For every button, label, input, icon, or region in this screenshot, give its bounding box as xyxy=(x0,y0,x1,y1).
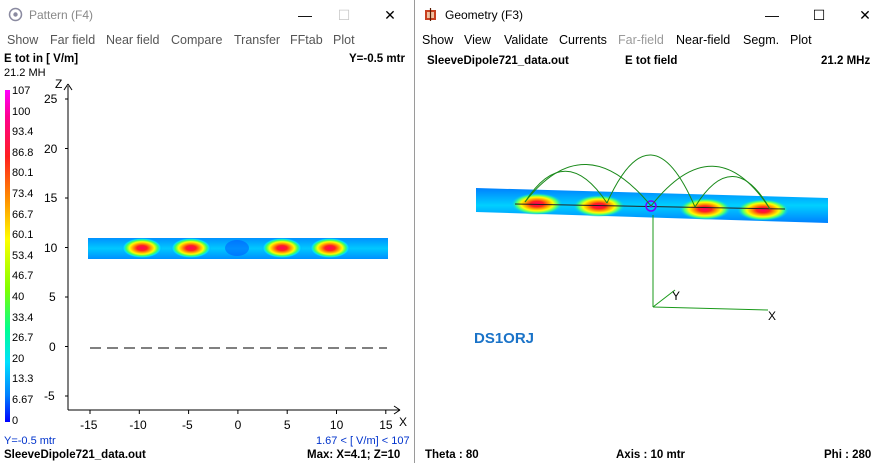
frequency-label: 21.2 MH xyxy=(4,67,46,79)
menu-plot[interactable]: Plot xyxy=(333,33,355,47)
frequency-label: 21.2 MHz xyxy=(821,55,871,67)
footer-y-position: Y=-0.5 mtr xyxy=(4,435,56,447)
near-field-plot xyxy=(5,83,401,422)
app-icon xyxy=(425,8,436,21)
scale-value: 107 xyxy=(12,85,31,97)
pattern-window: Pattern (F4) — ☐ ✕ Show Far field Near f… xyxy=(0,0,412,463)
scale-value: 73.4 xyxy=(12,188,34,200)
close-button[interactable]: ✕ xyxy=(384,6,396,23)
menu-segm[interactable]: Segm. xyxy=(743,33,780,47)
z-tick-label: 25 xyxy=(44,92,58,106)
callsign: DS1ORJ xyxy=(474,330,535,347)
window-title: Geometry (F3) xyxy=(445,8,524,22)
window-title: Pattern (F4) xyxy=(29,8,94,22)
menu-near-field[interactable]: Near-field xyxy=(676,33,731,47)
file-name: SleeveDipole721_data.out xyxy=(427,55,569,67)
close-button[interactable]: ✕ xyxy=(859,6,871,23)
axis-length-label: Axis : 10 mtr xyxy=(616,449,686,461)
x-tick-label: 10 xyxy=(329,418,344,432)
x-tick-label: 15 xyxy=(379,418,393,432)
y-axis-label: Y xyxy=(672,289,681,303)
z-axis-label: Z xyxy=(55,77,63,91)
x-tick-marks xyxy=(89,410,387,414)
menu-validate[interactable]: Validate xyxy=(504,33,549,47)
scale-value: 60.1 xyxy=(12,229,34,242)
z-tick-marks xyxy=(65,98,68,397)
current-distribution xyxy=(524,154,771,210)
geometry-window: Geometry (F3) — ☐ ✕ Show View Validate C… xyxy=(414,0,889,463)
footer-max: Max: X=4.1; Z=10 xyxy=(307,449,401,461)
scale-value: 53.4 xyxy=(12,249,34,262)
axis-triad xyxy=(652,215,769,311)
z-tick-label: 15 xyxy=(44,191,58,205)
scale-value: 26.7 xyxy=(12,332,34,345)
pattern-titlebar[interactable]: Pattern (F4) — ☐ ✕ xyxy=(0,0,412,30)
scale-value: 0 xyxy=(12,414,19,427)
z-tick-label: -5 xyxy=(44,389,55,403)
menu-show[interactable]: Show xyxy=(7,33,39,47)
scale-value: 13.3 xyxy=(12,373,34,386)
minimize-button[interactable]: — xyxy=(765,7,779,23)
scale-value: 20 xyxy=(12,352,25,365)
scale-value: 66.7 xyxy=(12,208,34,221)
menu-show[interactable]: Show xyxy=(422,33,454,47)
scale-value: 86.8 xyxy=(12,146,34,159)
maximize-button[interactable]: ☐ xyxy=(337,6,351,23)
minimize-button[interactable]: — xyxy=(298,7,312,23)
z-tick-label: 0 xyxy=(49,339,56,354)
menu-bar: Show View Validate Currents Far-field Ne… xyxy=(415,30,889,51)
scale-value: 80.1 xyxy=(12,167,34,180)
phi-label: Phi : 280 xyxy=(824,449,872,461)
scale-value: 33.4 xyxy=(12,311,34,324)
field-band xyxy=(88,238,388,259)
maximize-button[interactable]: ☐ xyxy=(812,6,826,23)
geometry-titlebar[interactable]: Geometry (F3) — ☐ ✕ xyxy=(415,0,889,30)
scale-value: 40 xyxy=(12,291,25,303)
field-heading: E tot in [ V/m] xyxy=(4,53,79,65)
x-tick-label: -15 xyxy=(80,418,98,432)
x-tick-label: 5 xyxy=(283,418,291,432)
menu-plot[interactable]: Plot xyxy=(790,33,812,47)
x-axis xyxy=(68,405,401,415)
x-axis-label: X xyxy=(399,415,408,429)
menu-far-field[interactable]: Far field xyxy=(50,33,96,47)
x-tick-label: -10 xyxy=(129,418,147,432)
x-axis-label: X xyxy=(768,309,777,323)
z-tick-label: 20 xyxy=(44,141,58,156)
menu-near-field[interactable]: Near field xyxy=(106,33,160,47)
menu-compare[interactable]: Compare xyxy=(171,33,223,47)
scale-value: 46.7 xyxy=(12,270,34,283)
footer-range: 1.67 < [ V/m] < 107 xyxy=(316,435,410,447)
field-type: E tot field xyxy=(625,55,678,67)
x-tick-label: -5 xyxy=(182,418,193,432)
scale-value: 100 xyxy=(12,105,31,118)
menu-transfer[interactable]: Transfer xyxy=(234,33,281,47)
menu-bar: Show Far field Near field Compare Transf… xyxy=(0,30,412,51)
menu-fftab[interactable]: FFtab xyxy=(290,33,323,47)
z-tick-label: 5 xyxy=(49,290,56,304)
footer-file: SleeveDipole721_data.out xyxy=(4,449,146,461)
y-position-label: Y=-0.5 mtr xyxy=(349,53,405,65)
scale-value: 93.4 xyxy=(12,126,34,139)
theta-label: Theta : 80 xyxy=(425,449,479,461)
menu-view[interactable]: View xyxy=(464,33,491,47)
menu-far-field[interactable]: Far-field xyxy=(618,33,664,47)
color-scale-bar xyxy=(5,90,10,422)
scale-value: 6.67 xyxy=(12,394,34,406)
x-tick-label: 0 xyxy=(234,418,242,432)
z-tick-label: 10 xyxy=(44,240,58,255)
app-icon xyxy=(8,7,23,22)
menu-currents[interactable]: Currents xyxy=(559,33,607,47)
geometry-view xyxy=(476,154,828,311)
feed-point-icon xyxy=(645,200,657,212)
